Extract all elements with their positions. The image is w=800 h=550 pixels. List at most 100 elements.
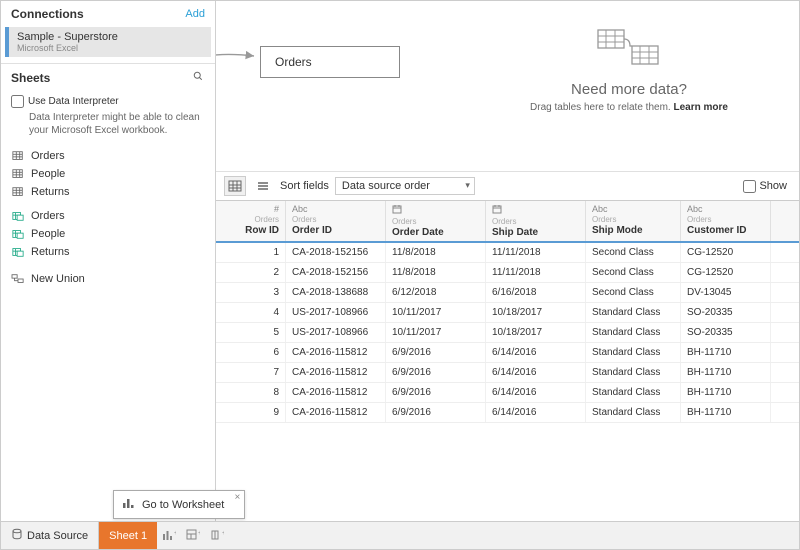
sheet-item-label: People [31,228,65,240]
table-row[interactable]: 3CA-2018-1386886/12/20186/16/2018Second … [216,283,799,303]
connection-item[interactable]: Sample - Superstore Microsoft Excel [5,27,211,57]
column-name: Ship Date [492,227,579,238]
table-cell: 9 [216,403,286,422]
column-header[interactable]: AbcOrdersOrder ID [286,201,386,241]
sheet-item[interactable]: Returns [1,243,215,261]
table-row[interactable]: 7CA-2016-1158126/9/20166/14/2016Standard… [216,363,799,383]
sheet-item[interactable]: People [1,225,215,243]
table-cell: 11/11/2018 [486,243,586,262]
table-cell: 3 [216,283,286,302]
table-cell: Standard Class [586,383,681,402]
type-icon [392,204,479,216]
tooltip-text: Go to Worksheet [142,499,224,511]
table-cell: BH-11710 [681,363,771,382]
interpreter-checkbox[interactable]: Use Data Interpreter [11,95,205,108]
new-dashboard-button[interactable]: + [181,522,205,549]
column-header[interactable]: OrdersShip Date [486,201,586,241]
list-view-button[interactable] [252,176,274,196]
linked-table-icon [11,228,25,240]
column-name: Ship Mode [592,225,674,236]
new-worksheet-button[interactable]: + [157,522,181,549]
table-cell: 10/11/2017 [386,323,486,342]
table-row[interactable]: 8CA-2016-1158126/9/20166/14/2016Standard… [216,383,799,403]
hint-arrow [216,1,476,171]
table-cell: Second Class [586,283,681,302]
table-icon [11,150,25,162]
type-icon: Abc [592,204,674,214]
table-cell: US-2017-108966 [286,323,386,342]
sheet-item[interactable]: Orders [1,147,215,165]
interpreter-help-text: Data Interpreter might be able to clean … [11,111,205,137]
table-cell: CA-2018-138688 [286,283,386,302]
canvas-area: Orders Need mor [216,1,799,521]
table-cell: 11/8/2018 [386,243,486,262]
table-cell: CA-2016-115812 [286,343,386,362]
table-cell: 6/9/2016 [386,343,486,362]
column-name: Order ID [292,225,379,236]
sheet-item[interactable]: People [1,165,215,183]
add-connection-link[interactable]: Add [185,8,205,20]
table-cell: 11/8/2018 [386,263,486,282]
column-header[interactable]: AbcOrdersCustomer ID [681,201,771,241]
sheets-header: Sheets [1,63,215,91]
interpreter-checkbox-input[interactable] [11,95,24,108]
new-story-button[interactable]: + [205,522,229,549]
sidebar: Connections Add Sample - Superstore Micr… [1,1,216,521]
connections-header: Connections Add [1,1,215,27]
connections-label: Connections [11,7,84,21]
column-header[interactable]: AbcOrdersShip Mode [586,201,681,241]
table-cell: 6/14/2016 [486,403,586,422]
table-icon [11,168,25,180]
table-cell: CA-2018-152156 [286,243,386,262]
sheet-item-label: Orders [31,210,65,222]
table-cell: BH-11710 [681,383,771,402]
learn-more-link[interactable]: Learn more [673,102,727,113]
sheet-item-label: Returns [31,186,70,198]
show-label: Show [759,180,787,192]
canvas-top[interactable]: Orders Need mor [216,1,799,171]
search-icon[interactable] [191,70,205,85]
grid-header: #OrdersRow IDAbcOrdersOrder IDOrdersOrde… [216,201,799,243]
sheet-item[interactable]: Returns [1,183,215,201]
table-cell: 6/9/2016 [386,403,486,422]
connection-name: Sample - Superstore [17,31,203,43]
connection-type: Microsoft Excel [17,43,203,53]
placeholder-title: Need more data? [489,81,769,98]
close-icon[interactable]: × [235,492,241,503]
column-source: Orders [492,217,579,226]
sheet-item-label: Orders [31,150,65,162]
sheets-label: Sheets [11,71,50,85]
table-pill-orders[interactable]: Orders [260,46,400,78]
bar-chart-icon [122,497,136,512]
data-source-tab[interactable]: Data Source [1,522,99,549]
grid-body: 1CA-2018-15215611/8/201811/11/2018Second… [216,243,799,423]
table-cell: 6/16/2018 [486,283,586,302]
table-cell: 10/18/2017 [486,323,586,342]
table-cell: US-2017-108966 [286,303,386,322]
sheet-item[interactable]: Orders [1,207,215,225]
table-row[interactable]: 1CA-2018-15215611/8/201811/11/2018Second… [216,243,799,263]
placeholder-subtitle: Drag tables here to relate them. Learn m… [489,102,769,113]
table-cell: CA-2016-115812 [286,363,386,382]
show-checkbox[interactable]: Show [743,180,791,193]
table-row[interactable]: 6CA-2016-1158126/9/20166/14/2016Standard… [216,343,799,363]
interpreter-block: Use Data Interpreter Data Interpreter mi… [1,91,215,145]
show-checkbox-input[interactable] [743,180,756,193]
column-header[interactable]: #OrdersRow ID [216,201,286,241]
table-row[interactable]: 9CA-2016-1158126/9/20166/14/2016Standard… [216,403,799,423]
column-header[interactable]: OrdersOrder Date [386,201,486,241]
table-row[interactable]: 5US-2017-10896610/11/201710/18/2017Stand… [216,323,799,343]
new-union-button[interactable]: New Union [1,267,215,291]
table-cell: Second Class [586,243,681,262]
sheet-item-label: Returns [31,246,70,258]
table-icon [11,186,25,198]
sheet-tab[interactable]: Sheet 1 [99,522,157,549]
svg-text:+: + [174,530,176,537]
data-source-label: Data Source [27,530,88,542]
grid-view-button[interactable] [224,176,246,196]
table-row[interactable]: 2CA-2018-15215611/8/201811/11/2018Second… [216,263,799,283]
table-row[interactable]: 4US-2017-10896610/11/201710/18/2017Stand… [216,303,799,323]
sort-select[interactable]: Data source order [335,177,475,195]
linked-table-icon [11,246,25,258]
data-source-icon [11,528,23,543]
